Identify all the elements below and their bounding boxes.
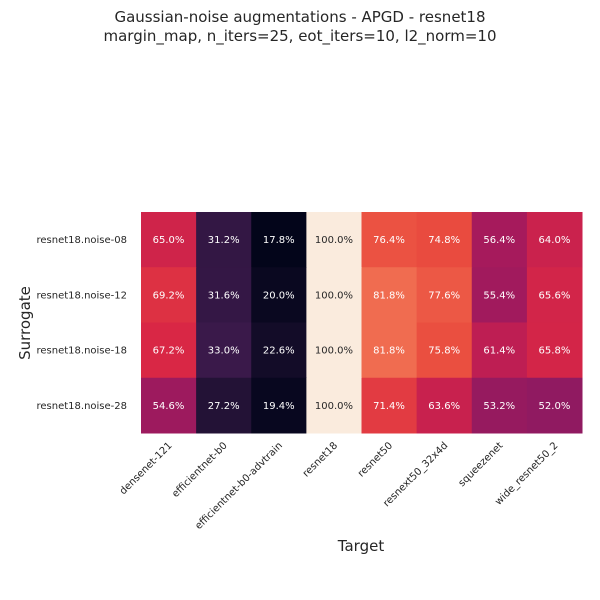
cell-value-label: 67.2% (153, 346, 185, 357)
y-tick-label: resnet18.noise-08 (37, 235, 128, 246)
heatmap-cell (361, 322, 418, 379)
heatmap-cell (141, 377, 197, 434)
cell-value-label: 100.0% (315, 401, 353, 412)
x-tick-label: efficientnet-b0 (170, 440, 230, 500)
heatmap-cell (196, 267, 252, 323)
heatmap-cells (141, 212, 583, 434)
heatmap-cell (526, 322, 583, 379)
chart-title-line-1: Gaussian-noise augmentations - APGD - re… (114, 8, 486, 26)
cell-value-label: 81.8% (373, 346, 405, 357)
x-tick-labels: densenet-121efficientnet-b0efficientnet-… (118, 440, 561, 532)
cell-value-label: 63.6% (428, 401, 460, 412)
heatmap-cell (526, 377, 583, 434)
y-tick-labels: resnet18.noise-08 resnet18.noise-12 resnet… (37, 235, 128, 412)
heatmap-cell (306, 377, 363, 434)
y-tick-label: resnet18.noise-12 (37, 290, 128, 301)
y-tick-label: resnet18.noise-18 (37, 346, 128, 357)
heatmap-cell (361, 377, 418, 434)
heatmap-cell (416, 267, 473, 323)
x-tick-label: resnet50 (356, 440, 395, 479)
heatmap-cell (251, 322, 307, 379)
heatmap-cell (416, 377, 473, 434)
cell-value-label: 65.6% (539, 290, 571, 301)
cell-value-label: 71.4% (373, 401, 405, 412)
cell-value-label: 65.8% (539, 346, 571, 357)
cell-value-label: 64.0% (539, 235, 571, 246)
heatmap-cell (306, 322, 363, 379)
cell-value-label: 75.8% (428, 346, 460, 357)
cell-value-label: 56.4% (483, 235, 515, 246)
cell-value-label: 81.8% (373, 290, 405, 301)
heatmap-cell (416, 322, 473, 379)
y-tick-label: resnet18.noise-28 (37, 401, 128, 412)
cell-value-label: 76.4% (373, 235, 405, 246)
heatmap-cell (196, 377, 252, 434)
heatmap-cell (416, 212, 473, 268)
cell-value-label: 74.8% (428, 235, 460, 246)
chart-title: Gaussian-noise augmentations - APGD - re… (0, 8, 600, 46)
cell-value-label: 31.6% (208, 290, 240, 301)
heatmap-cell (471, 322, 528, 379)
cell-value-label: 55.4% (483, 290, 515, 301)
heatmap-cell (361, 267, 418, 323)
cell-value-label: 54.6% (153, 401, 185, 412)
cell-value-label: 100.0% (315, 346, 353, 357)
heatmap-cell (306, 267, 363, 323)
y-axis-label: Surrogate (16, 286, 34, 360)
heatmap-cell (471, 267, 528, 323)
heatmap-cell (196, 212, 252, 268)
x-axis-label: Target (337, 537, 385, 555)
cell-value-label: 100.0% (315, 235, 353, 246)
cell-value-label: 27.2% (208, 401, 240, 412)
heatmap-cell (141, 322, 197, 379)
cell-value-label: 33.0% (208, 346, 240, 357)
heatmap-cell (361, 212, 418, 268)
heatmap-cell (196, 322, 252, 379)
heatmap-cell (251, 377, 307, 434)
heatmap-cell (141, 212, 197, 268)
cell-value-label: 61.4% (483, 346, 515, 357)
heatmap-cell (306, 212, 363, 268)
heatmap-cell (471, 377, 528, 434)
chart-title-line-2: margin_map, n_iters=25, eot_iters=10, l2… (103, 27, 497, 45)
cell-value-label: 77.6% (428, 290, 460, 301)
cell-value-label: 22.6% (263, 346, 295, 357)
heatmap-cell (526, 267, 583, 323)
cell-value-label: 31.2% (208, 235, 240, 246)
x-tick-label: squeezenet (457, 440, 506, 489)
heatmap-cell (251, 212, 307, 268)
heatmap-cell (251, 267, 307, 323)
heatmap-cell-labels: 65.0% 31.2% 17.8% 100.0% 76.4% 74.8% 56.4% 64.0… (153, 235, 571, 412)
cell-value-label: 52.0% (539, 401, 571, 412)
heatmap-cell (141, 267, 197, 323)
cell-value-label: 100.0% (315, 290, 353, 301)
cell-value-label: 17.8% (263, 235, 295, 246)
x-tick-label: wide_resnet50_2 (493, 440, 560, 507)
x-tick-label: resnet18 (301, 440, 340, 479)
heatmap-cell (471, 212, 528, 268)
cell-value-label: 20.0% (263, 290, 295, 301)
cell-value-label: 19.4% (263, 401, 295, 412)
x-tick-label: densenet-121 (118, 440, 175, 497)
cell-value-label: 65.0% (153, 235, 185, 246)
heatmap-cell (526, 212, 583, 268)
cell-value-label: 69.2% (153, 290, 185, 301)
cell-value-label: 53.2% (483, 401, 515, 412)
